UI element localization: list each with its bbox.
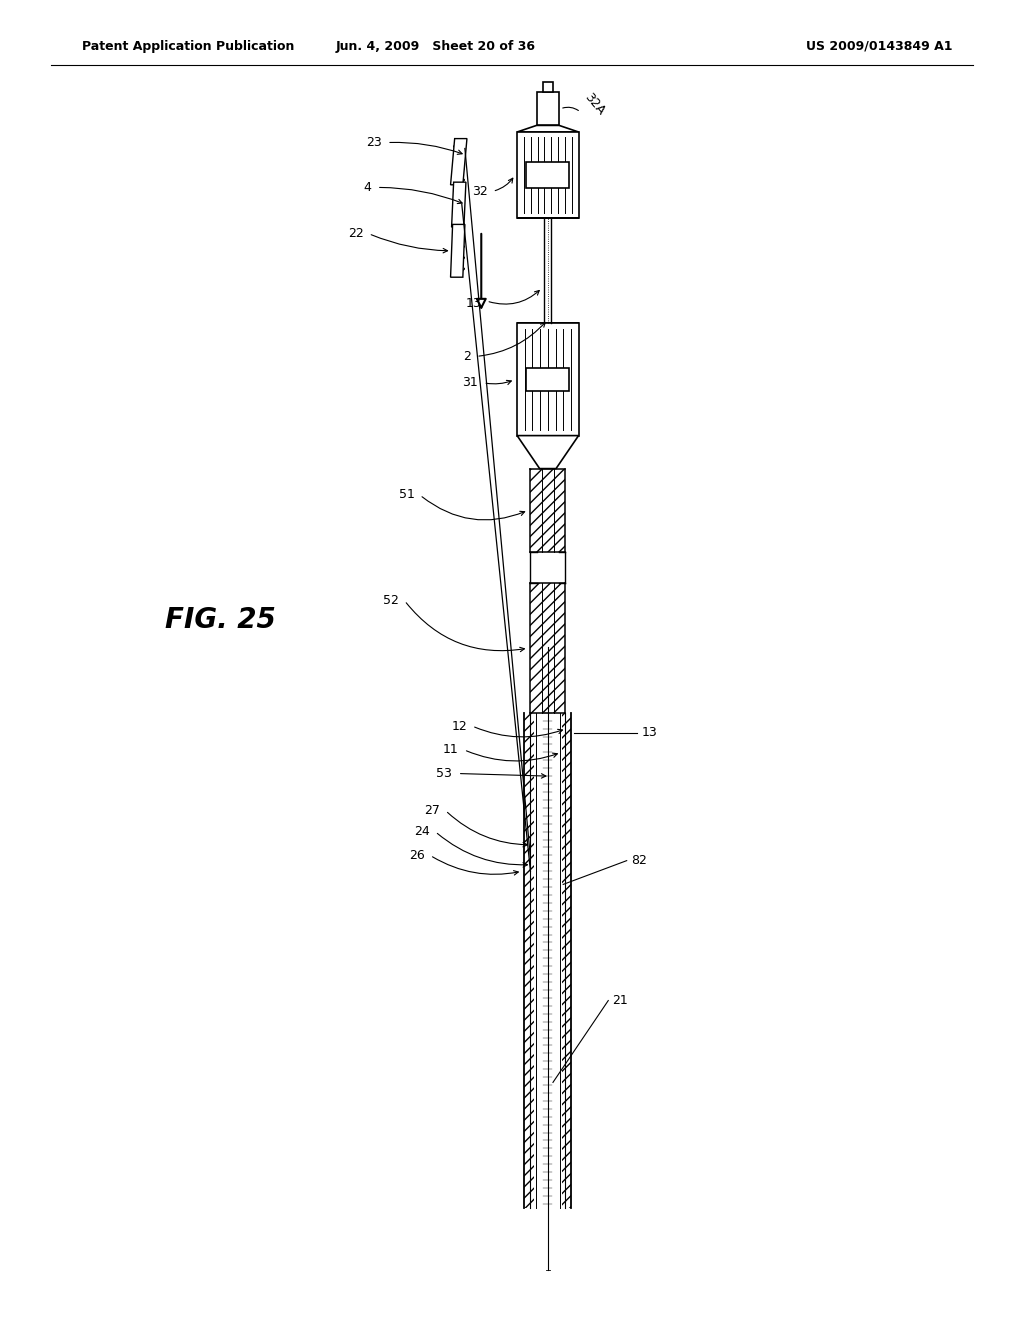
Bar: [517, 323, 579, 436]
Bar: [524, 713, 534, 1208]
Bar: [530, 583, 565, 713]
Text: 53: 53: [435, 767, 452, 780]
Bar: [537, 92, 559, 125]
Polygon shape: [517, 436, 579, 469]
Text: 82: 82: [631, 854, 647, 867]
Polygon shape: [451, 139, 467, 185]
Bar: [453, 139, 465, 185]
Text: 24: 24: [415, 825, 430, 838]
Bar: [543, 82, 553, 92]
Text: 13: 13: [642, 726, 657, 739]
Text: US 2009/0143849 A1: US 2009/0143849 A1: [806, 40, 952, 53]
Text: Patent Application Publication: Patent Application Publication: [82, 40, 294, 53]
Polygon shape: [451, 224, 465, 277]
Text: 23: 23: [367, 136, 382, 149]
Text: 31: 31: [463, 376, 478, 389]
Text: 27: 27: [424, 804, 440, 817]
Bar: [562, 713, 571, 1208]
Bar: [453, 224, 465, 277]
Text: 52: 52: [383, 594, 399, 607]
Text: 32A: 32A: [582, 91, 607, 117]
Text: 32: 32: [472, 185, 487, 198]
Polygon shape: [517, 125, 579, 132]
Text: 51: 51: [398, 488, 415, 502]
Text: 22: 22: [348, 227, 364, 240]
Text: 11: 11: [443, 743, 459, 756]
Text: 26: 26: [410, 849, 425, 862]
Text: 13: 13: [466, 297, 481, 310]
Bar: [453, 182, 465, 227]
Bar: [526, 367, 569, 391]
Text: 12: 12: [452, 719, 467, 733]
Bar: [517, 132, 579, 218]
Polygon shape: [452, 182, 466, 227]
Text: 2: 2: [463, 350, 471, 363]
Text: 21: 21: [612, 994, 628, 1007]
Text: 4: 4: [364, 181, 372, 194]
Bar: [526, 162, 569, 189]
Bar: [530, 469, 565, 552]
Text: Jun. 4, 2009   Sheet 20 of 36: Jun. 4, 2009 Sheet 20 of 36: [335, 40, 536, 53]
Text: FIG. 25: FIG. 25: [165, 606, 275, 635]
